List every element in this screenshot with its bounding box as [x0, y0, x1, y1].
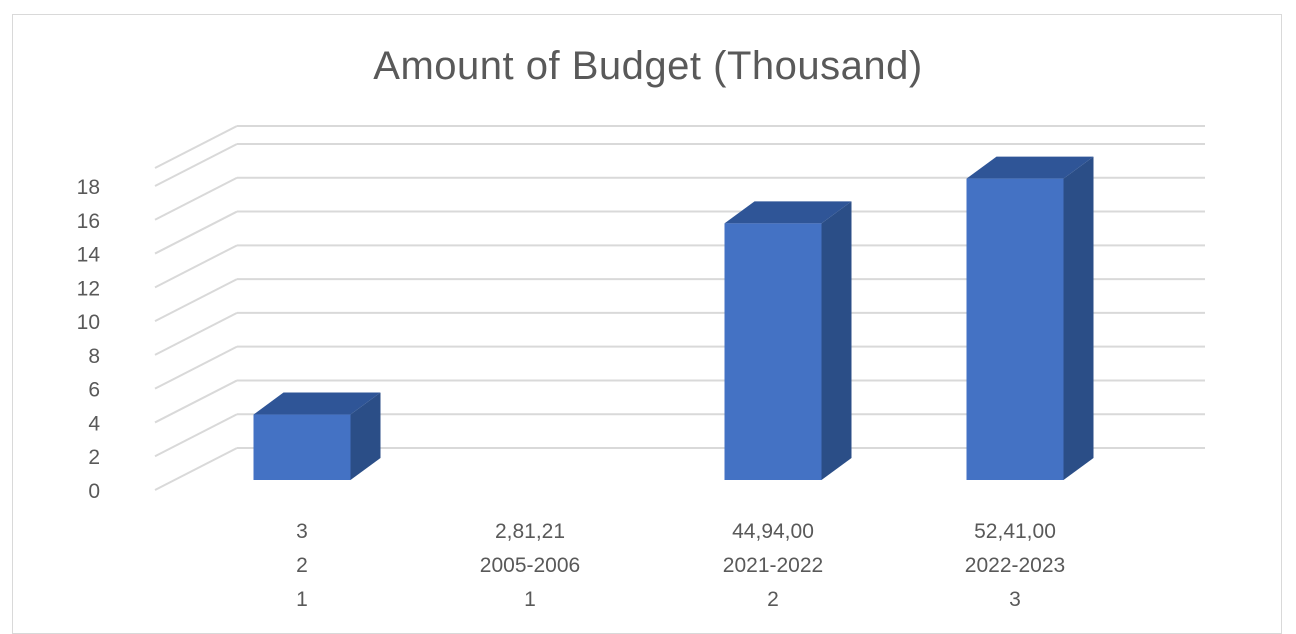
y-tick-label: 14: [77, 244, 101, 267]
gridline-side: [154, 278, 238, 323]
gridline-side: [154, 413, 238, 458]
x-tick-label: 1: [524, 588, 536, 611]
gridline-side: [154, 379, 238, 424]
bar: [724, 223, 822, 480]
gridline-side: [154, 210, 238, 255]
x-tick-label: 3: [296, 520, 308, 543]
gridline-side: [154, 311, 238, 356]
gridline-side: [154, 143, 238, 187]
x-tick-label: 2: [767, 588, 779, 611]
x-tick-label: 1: [296, 588, 308, 611]
y-tick-label: 4: [88, 412, 100, 435]
y-tick-label: 0: [88, 480, 100, 503]
chart-title: Amount of Budget (Thousand): [373, 44, 923, 88]
gridline-side: [154, 125, 238, 169]
y-tick-label: 18: [77, 176, 100, 199]
bar-top: [253, 392, 381, 415]
gridline-side: [154, 345, 238, 390]
bar-top: [724, 201, 852, 224]
y-tick-label: 2: [88, 446, 100, 469]
x-tick-label: 2021-2022: [723, 554, 823, 577]
y-tick-label: 12: [77, 277, 100, 300]
y-tick-label: 6: [88, 379, 100, 402]
x-tick-label: 2,81,21: [495, 520, 565, 543]
x-tick-label: 2: [296, 554, 308, 577]
bar: [966, 178, 1064, 480]
x-tick-label: 3: [1009, 588, 1021, 611]
y-tick-label: 8: [88, 345, 100, 368]
bar-side: [821, 201, 852, 480]
x-tick-label: 2005-2006: [480, 554, 580, 577]
x-tick-label: 2022-2023: [965, 554, 1065, 577]
bar: [253, 414, 351, 480]
gridline-side: [154, 176, 238, 221]
gridline-side: [154, 244, 238, 289]
bar-side: [1063, 156, 1094, 480]
gridline-side: [154, 447, 238, 491]
y-tick-label: 10: [77, 311, 100, 334]
bar-side: [350, 392, 381, 480]
x-tick-label: 44,94,00: [732, 520, 814, 543]
y-tick-label: 16: [77, 210, 100, 233]
x-tick-label: 52,41,00: [974, 520, 1056, 543]
bar-top: [966, 156, 1094, 179]
